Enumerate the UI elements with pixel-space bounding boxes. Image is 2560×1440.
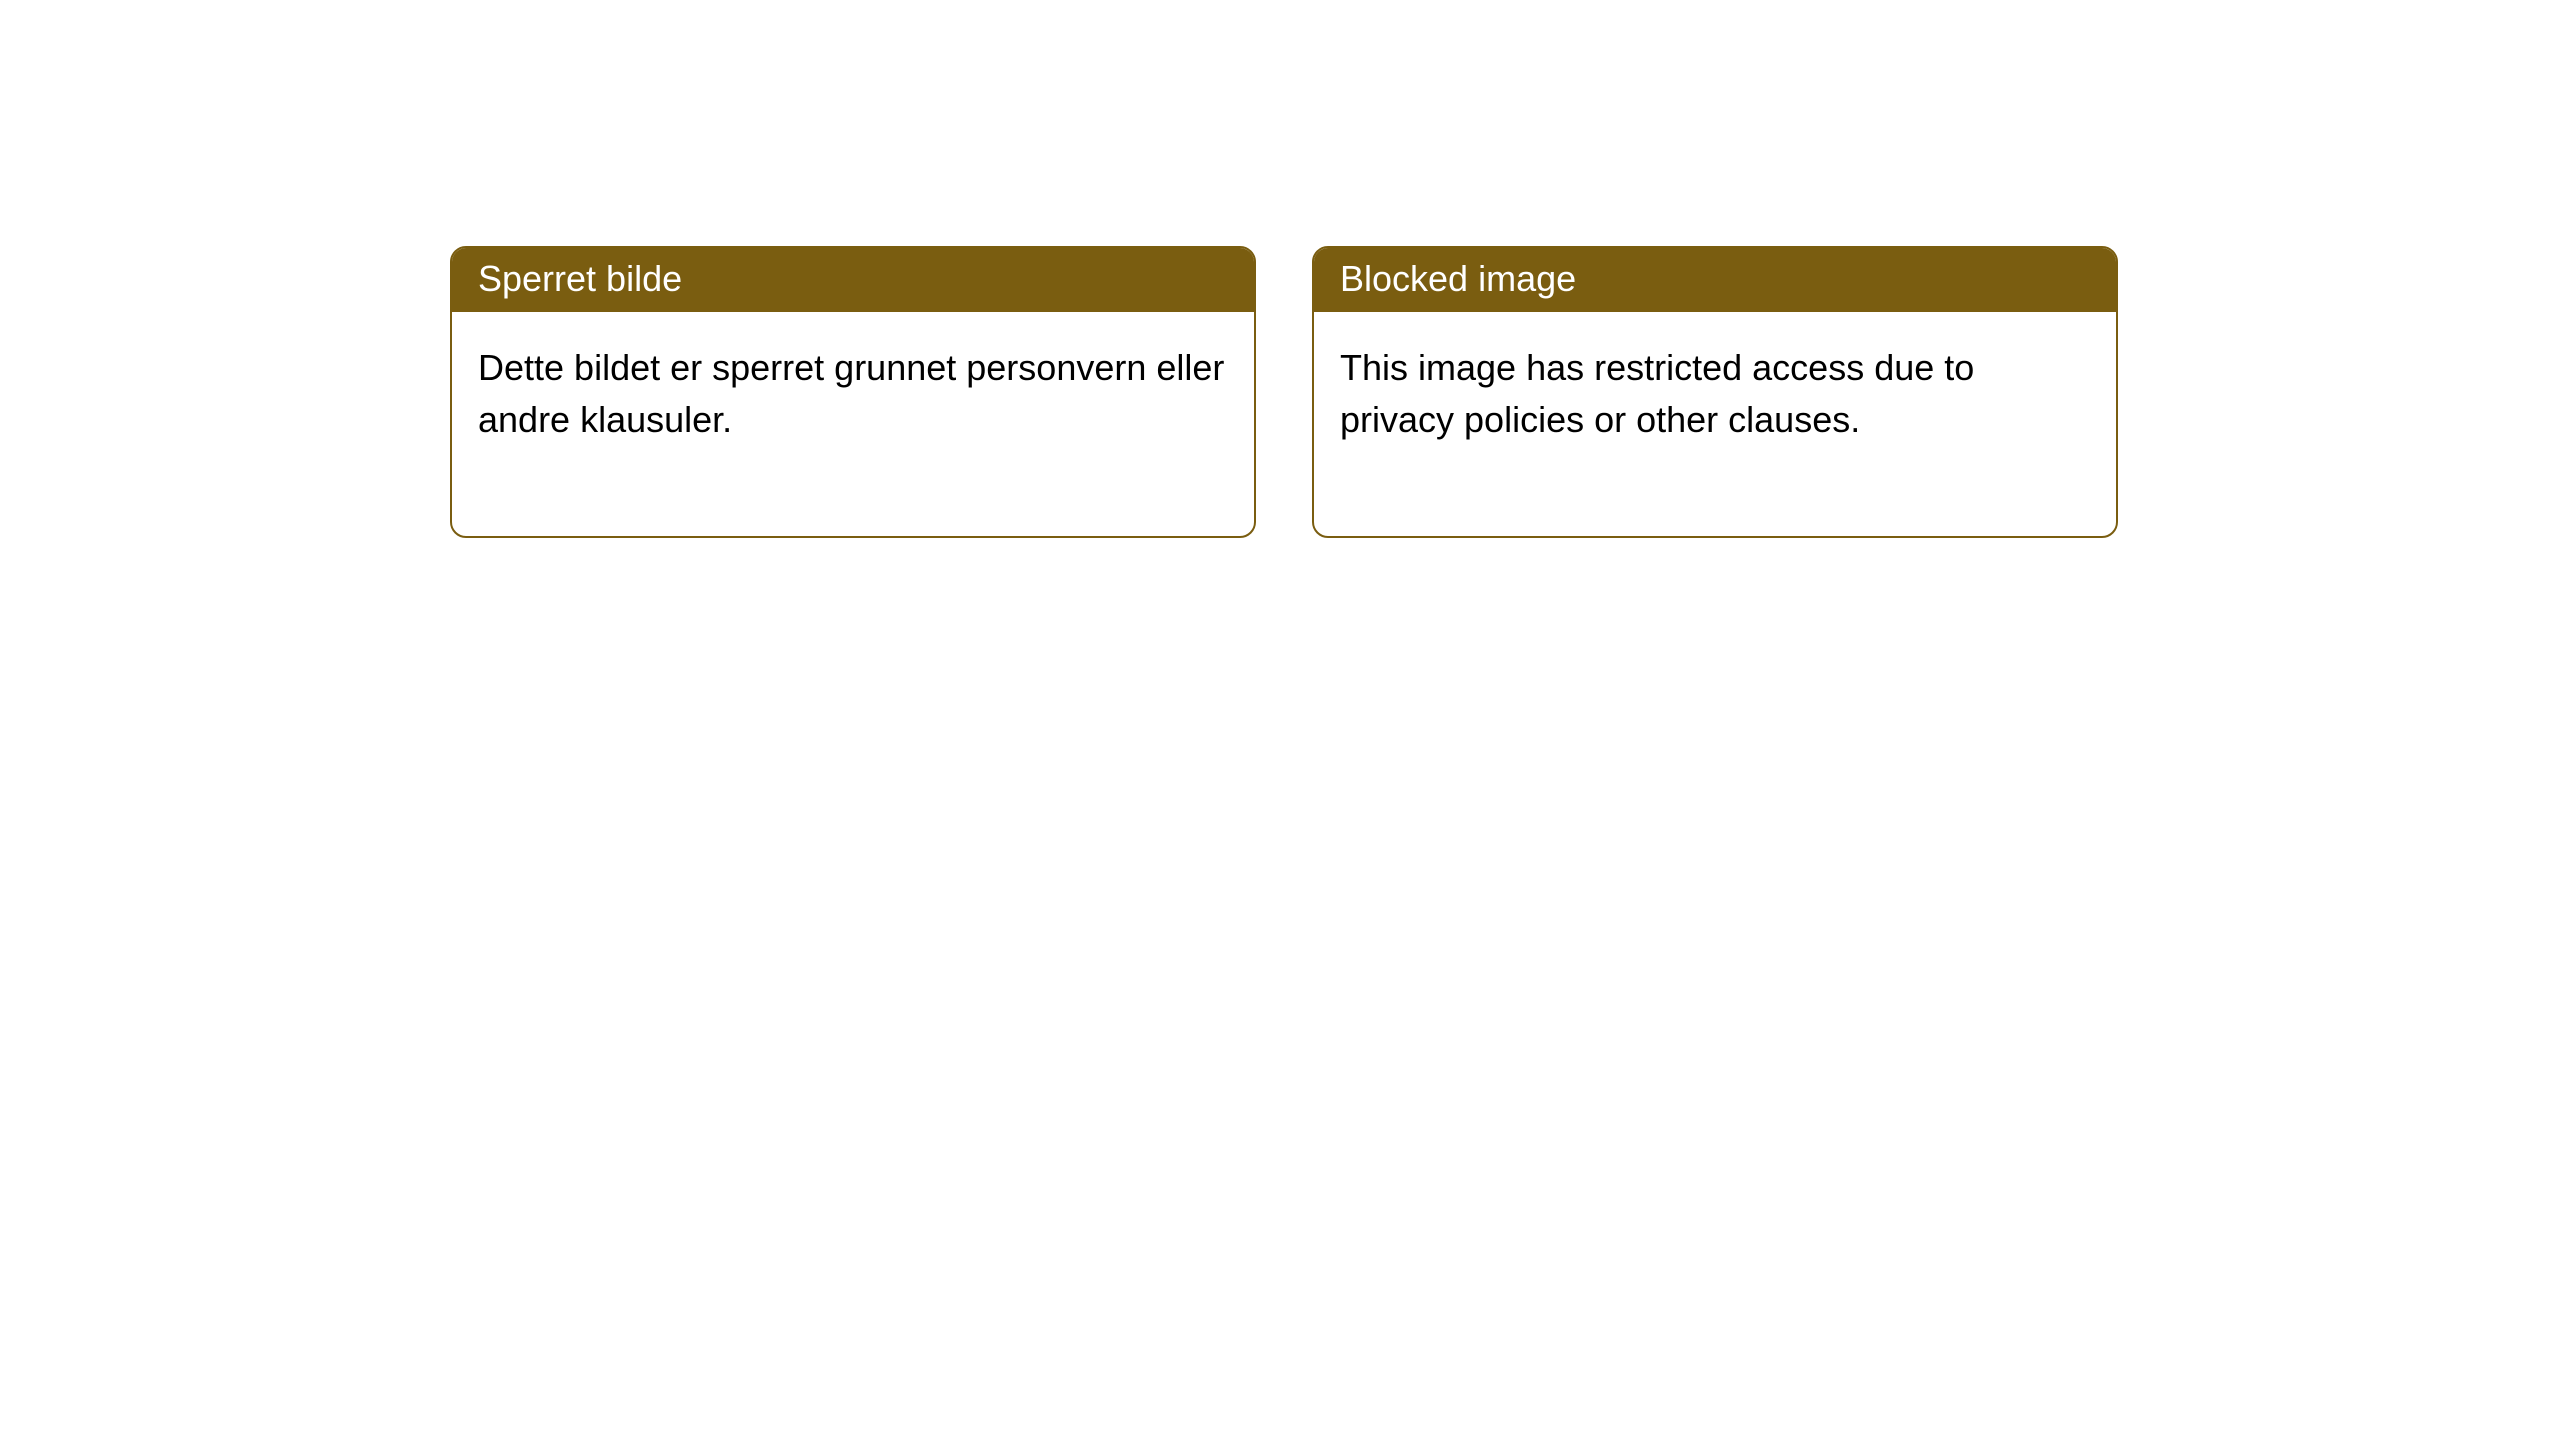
notice-title: Blocked image (1314, 248, 2116, 312)
notice-card-english: Blocked image This image has restricted … (1312, 246, 2118, 538)
notice-card-norwegian: Sperret bilde Dette bildet er sperret gr… (450, 246, 1256, 538)
notice-body: This image has restricted access due to … (1314, 312, 2116, 536)
notice-body: Dette bildet er sperret grunnet personve… (452, 312, 1254, 536)
notice-title: Sperret bilde (452, 248, 1254, 312)
notices-container: Sperret bilde Dette bildet er sperret gr… (0, 0, 2560, 538)
